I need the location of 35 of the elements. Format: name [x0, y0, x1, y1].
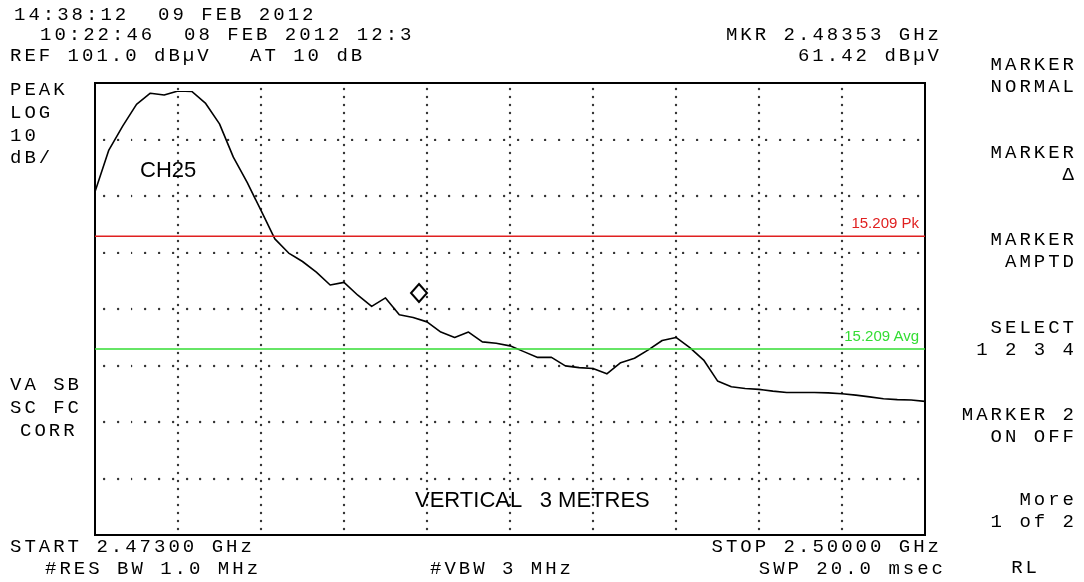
text: #RES BW 1.0 MHz	[45, 558, 262, 580]
text: MARKER	[990, 54, 1077, 76]
text: 1 2 3 4	[976, 339, 1077, 361]
text: Δ	[1062, 164, 1077, 186]
text: #VBW 3 MHz	[430, 558, 575, 580]
text: MARKER	[990, 142, 1077, 164]
text: STOP 2.50000 GHz	[711, 536, 942, 558]
text: 14:38:12 09 FEB 2012	[14, 4, 317, 26]
text: MKR 2.48353 GHz	[725, 24, 942, 46]
annotation: CH25	[140, 157, 197, 182]
text: 61.42 dBµV	[797, 45, 942, 67]
text: RL	[1011, 557, 1040, 579]
ref-line-label: 15.209 Avg	[844, 326, 919, 344]
text: SELECT	[990, 317, 1077, 339]
text: dB/	[10, 147, 54, 169]
text: ON OFF	[990, 426, 1077, 448]
text: REF 101.0 dBµV	[10, 45, 212, 67]
text: 1 of 2	[990, 511, 1077, 533]
text: MARKER 2	[961, 404, 1077, 426]
text: More	[1019, 489, 1077, 511]
text: PEAK	[10, 79, 68, 101]
annotation: VERTICAL 3 METRES	[415, 487, 650, 512]
text: SWP 20.0 msec	[758, 558, 946, 580]
text: CORR	[20, 420, 78, 442]
text: LOG	[10, 102, 54, 124]
text: 10:22:46 08 FEB 2012 12:3	[40, 24, 415, 46]
text: VA SB	[10, 374, 83, 396]
text: AT 10 dB	[250, 45, 366, 67]
text: AMPTD	[1004, 251, 1077, 273]
text: NORMAL	[990, 76, 1077, 98]
text: START 2.47300 GHz	[10, 536, 255, 558]
ref-line-label: 15.209 Pk	[851, 214, 920, 232]
text: SC FC	[10, 397, 83, 419]
text: MARKER	[990, 229, 1077, 251]
text: 10	[10, 125, 39, 147]
